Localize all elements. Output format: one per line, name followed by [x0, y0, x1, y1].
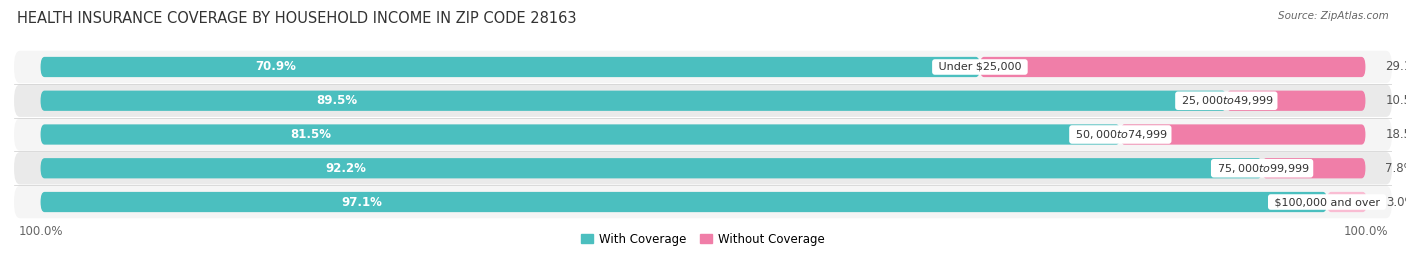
Text: 18.5%: 18.5%	[1385, 128, 1406, 141]
Text: 92.2%: 92.2%	[326, 162, 367, 175]
FancyBboxPatch shape	[14, 51, 1392, 83]
FancyBboxPatch shape	[14, 84, 1392, 117]
FancyBboxPatch shape	[41, 124, 1121, 145]
Text: 7.8%: 7.8%	[1385, 162, 1406, 175]
Text: $25,000 to $49,999: $25,000 to $49,999	[1178, 94, 1275, 107]
FancyBboxPatch shape	[14, 152, 1392, 185]
FancyBboxPatch shape	[41, 57, 980, 77]
Legend: With Coverage, Without Coverage: With Coverage, Without Coverage	[581, 233, 825, 246]
FancyBboxPatch shape	[41, 91, 1226, 111]
Text: 81.5%: 81.5%	[290, 128, 330, 141]
Text: 3.0%: 3.0%	[1386, 196, 1406, 208]
Text: $50,000 to $74,999: $50,000 to $74,999	[1071, 128, 1168, 141]
FancyBboxPatch shape	[14, 186, 1392, 218]
Text: Source: ZipAtlas.com: Source: ZipAtlas.com	[1278, 11, 1389, 21]
FancyBboxPatch shape	[41, 158, 1263, 178]
Text: HEALTH INSURANCE COVERAGE BY HOUSEHOLD INCOME IN ZIP CODE 28163: HEALTH INSURANCE COVERAGE BY HOUSEHOLD I…	[17, 11, 576, 26]
FancyBboxPatch shape	[14, 118, 1392, 151]
FancyBboxPatch shape	[1226, 91, 1365, 111]
Text: 97.1%: 97.1%	[342, 196, 382, 208]
Text: 29.1%: 29.1%	[1385, 61, 1406, 73]
Text: 70.9%: 70.9%	[254, 61, 295, 73]
Text: Under $25,000: Under $25,000	[935, 62, 1025, 72]
Text: 89.5%: 89.5%	[316, 94, 357, 107]
FancyBboxPatch shape	[980, 57, 1365, 77]
FancyBboxPatch shape	[1327, 192, 1367, 212]
FancyBboxPatch shape	[1263, 158, 1365, 178]
FancyBboxPatch shape	[41, 192, 1327, 212]
Text: $75,000 to $99,999: $75,000 to $99,999	[1213, 162, 1310, 175]
FancyBboxPatch shape	[1121, 124, 1365, 145]
Text: 10.5%: 10.5%	[1385, 94, 1406, 107]
Text: $100,000 and over: $100,000 and over	[1271, 197, 1384, 207]
